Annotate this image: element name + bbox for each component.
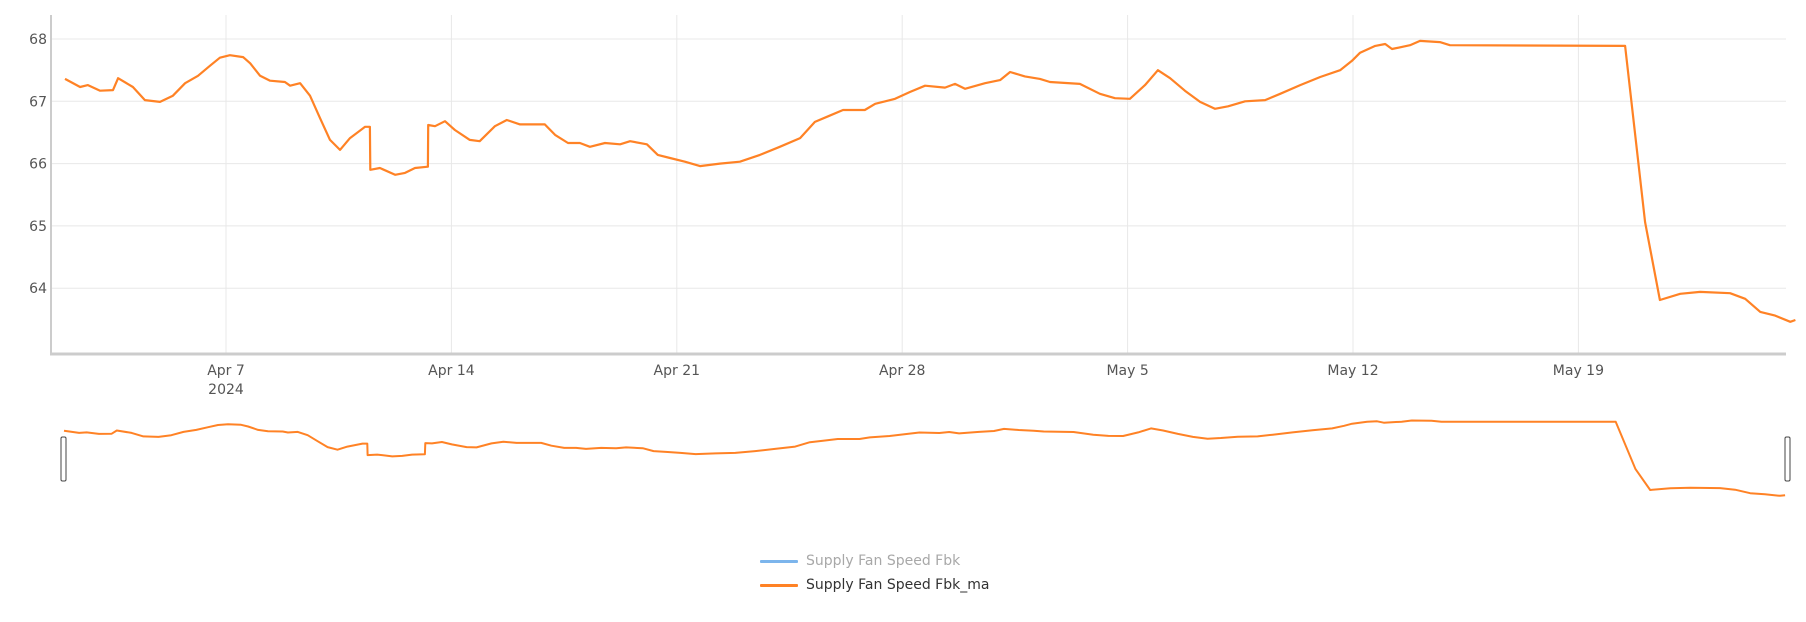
x-tick-label: Apr 7 bbox=[207, 363, 245, 379]
series-line[interactable] bbox=[64, 39, 1796, 323]
legend-item-supply-fan-speed-fbk-ma[interactable]: Supply Fan Speed Fbk_ma bbox=[760, 573, 989, 597]
plot-area[interactable] bbox=[64, 39, 1796, 323]
legend: Supply Fan Speed Fbk Supply Fan Speed Fb… bbox=[760, 549, 989, 597]
range-end-handle[interactable] bbox=[1784, 436, 1791, 482]
y-tick-label: 65 bbox=[29, 219, 47, 235]
grid-lines bbox=[52, 15, 1786, 353]
x-tick-label: May 5 bbox=[1106, 363, 1148, 379]
y-tick-label: 67 bbox=[29, 94, 47, 110]
legend-label: Supply Fan Speed Fbk_ma bbox=[806, 577, 990, 593]
x-axis: Apr 7 2024 Apr 14 Apr 21 Apr 28 May 5 May 12 Ma… bbox=[50, 352, 1786, 398]
navigator-series-line bbox=[63, 419, 1786, 497]
x-tick-label: Apr 28 bbox=[879, 363, 925, 379]
legend-line-icon bbox=[760, 559, 798, 563]
legend-line-icon bbox=[760, 583, 798, 587]
x-tick-label: May 19 bbox=[1553, 363, 1604, 379]
x-tick-label: Apr 21 bbox=[654, 363, 700, 379]
y-tick-label: 68 bbox=[29, 32, 47, 48]
legend-label: Supply Fan Speed Fbk bbox=[806, 553, 961, 569]
x-tick-label: Apr 14 bbox=[428, 363, 475, 379]
x-tick-year-label: 2024 bbox=[208, 382, 244, 398]
range-navigator[interactable] bbox=[60, 419, 1791, 497]
x-tick-label: May 12 bbox=[1327, 363, 1378, 379]
y-tick-label: 66 bbox=[29, 157, 47, 173]
y-tick-label: 64 bbox=[29, 281, 47, 297]
legend-item-supply-fan-speed-fbk[interactable]: Supply Fan Speed Fbk bbox=[760, 549, 989, 573]
range-start-handle[interactable] bbox=[60, 436, 67, 482]
y-axis: 64 65 66 67 68 bbox=[29, 15, 52, 355]
